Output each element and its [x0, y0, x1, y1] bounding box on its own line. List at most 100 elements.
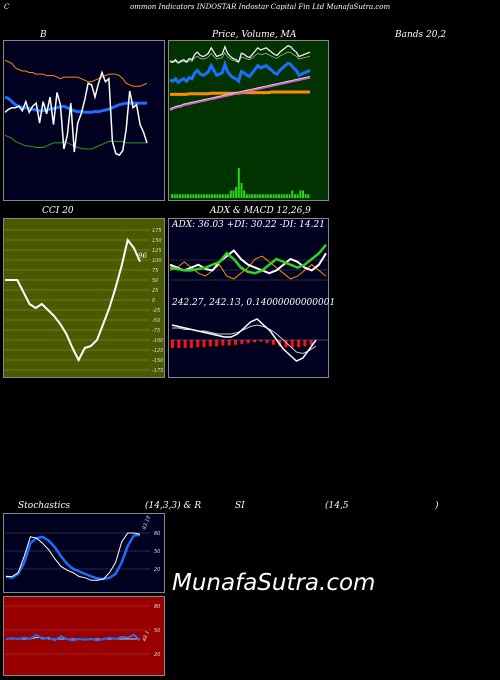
cci-tick-9: -50 — [152, 318, 160, 324]
cci-tick-12: -125 — [152, 348, 163, 354]
volume-bar-31 — [253, 194, 256, 199]
volume-bar-14 — [208, 194, 211, 199]
rsi-tick-0: 80 — [154, 604, 160, 610]
volume-bar-6 — [187, 194, 189, 199]
volume-bar-1 — [173, 194, 176, 199]
volume-bar-9 — [195, 194, 198, 199]
macd-histogram-bar-1 — [177, 340, 181, 348]
panel-bollinger — [3, 40, 165, 201]
volume-bar-50 — [304, 194, 307, 199]
rsi-line — [5, 633, 141, 642]
adx-values: ADX: 36.03 +DI: 30.22 -DI: 14.21 — [172, 220, 325, 230]
macd-histogram-bar-21 — [303, 340, 307, 347]
volume-bar-42 — [283, 194, 286, 199]
bollinger-upper-band — [4, 134, 147, 150]
macd-histogram-bar-19 — [290, 340, 294, 348]
volume-bar-10 — [197, 194, 200, 199]
label-rsi-close: ) — [435, 501, 439, 511]
stoch-tick-2: 20 — [154, 567, 160, 573]
volume-bar-44 — [288, 194, 291, 199]
macd-line — [171, 318, 317, 362]
volume-bar-22 — [229, 190, 232, 198]
header-c: C — [4, 3, 10, 11]
volume-bar-48 — [299, 190, 302, 198]
macd-histogram-bar-14 — [259, 340, 263, 342]
cci-tick-7: 0 — [152, 298, 155, 304]
stoch-k-line — [6, 532, 141, 581]
volume-bar-8 — [192, 194, 195, 199]
cci-tick-4: 75 — [152, 268, 158, 274]
macd-histogram-bar-4 — [196, 340, 200, 348]
volume-bar-45 — [291, 190, 294, 198]
volume-bar-5 — [184, 194, 187, 199]
volume-bar-13 — [205, 194, 208, 199]
volume-bar-4 — [181, 194, 184, 199]
cci-tick-14: -175 — [152, 368, 163, 374]
volume-bar-27 — [243, 190, 246, 198]
ma-short-line — [169, 76, 311, 111]
stoch-tick-0: 80 — [154, 531, 160, 537]
panel-price — [168, 40, 329, 201]
volume-bar-34 — [261, 194, 264, 199]
volume-bar-17 — [216, 194, 219, 199]
cci-current-value: 96 — [138, 252, 147, 260]
rsi-tick-2: 20 — [154, 652, 160, 658]
volume-bar-51 — [307, 194, 310, 199]
cci-tick-8: -25 — [152, 308, 160, 314]
cci-tick-13: -150 — [152, 358, 163, 364]
volume-bar-35 — [264, 194, 267, 199]
panel-adx-macd — [168, 218, 329, 378]
volume-bar-24 — [235, 186, 238, 199]
volume-bar-0 — [171, 194, 173, 199]
header-title: ommon Indicators INDOSTAR Indostar Capit… — [130, 3, 391, 11]
volume-bar-15 — [211, 194, 214, 199]
macd-histogram-bar-0 — [171, 340, 174, 348]
volume-bar-26 — [240, 183, 243, 198]
macd-histogram-bar-20 — [297, 340, 301, 348]
adx-line — [169, 243, 327, 275]
price-envelope-line — [169, 51, 311, 64]
volume-bar-2 — [176, 194, 179, 199]
label-price-volume-ma: Price, Volume, MA — [212, 30, 297, 40]
bollinger-lower-band — [4, 59, 148, 87]
volume-bar-49 — [302, 190, 304, 198]
label-bollinger: B — [40, 30, 47, 40]
volume-bar-38 — [272, 194, 275, 199]
macd-histogram-bar-13 — [253, 340, 256, 343]
volume-bar-30 — [251, 194, 254, 199]
cci-tick-0: 175 — [152, 228, 162, 234]
volume-bar-19 — [221, 194, 224, 199]
panel-stochastics — [3, 513, 165, 593]
macd-histogram-bar-8 — [221, 340, 225, 346]
volume-bar-43 — [285, 194, 288, 199]
volume-bar-29 — [248, 194, 251, 199]
volume-bar-25 — [237, 168, 240, 198]
macd-histogram-bar-10 — [234, 340, 237, 345]
cci-tick-11: -100 — [152, 338, 163, 344]
stoch-d-line — [5, 533, 141, 581]
volume-bar-46 — [294, 194, 296, 199]
volume-bar-28 — [245, 194, 248, 199]
macd-values: 242.27, 242.13, 0.14000000000001 — [172, 298, 336, 308]
macd-histogram-bar-7 — [215, 340, 219, 347]
label-rsi: SI — [235, 501, 245, 511]
stoch-current-value: 83.18 — [142, 515, 153, 531]
macd-histogram-bar-15 — [265, 340, 269, 344]
volume-bar-11 — [200, 194, 203, 199]
cci-tick-5: 50 — [152, 278, 158, 284]
ma-white-line — [169, 76, 311, 110]
cci-line — [5, 237, 141, 363]
stoch-tick-1: 50 — [154, 549, 160, 555]
volume-bar-16 — [213, 194, 216, 199]
volume-bar-41 — [280, 194, 283, 199]
adx-plus-di-line — [169, 249, 327, 275]
volume-bar-36 — [267, 194, 270, 199]
volume-bar-33 — [259, 194, 262, 199]
label-bands: Bands 20,2 — [395, 30, 447, 40]
label-adx-macd: ADX & MACD 12,26,9 — [210, 206, 311, 216]
bollinger-price-line — [4, 70, 148, 157]
volume-bar-32 — [256, 194, 259, 199]
ma-blue-line — [169, 59, 311, 85]
macd-histogram-bar-12 — [246, 340, 250, 344]
volume-bar-37 — [269, 194, 272, 199]
